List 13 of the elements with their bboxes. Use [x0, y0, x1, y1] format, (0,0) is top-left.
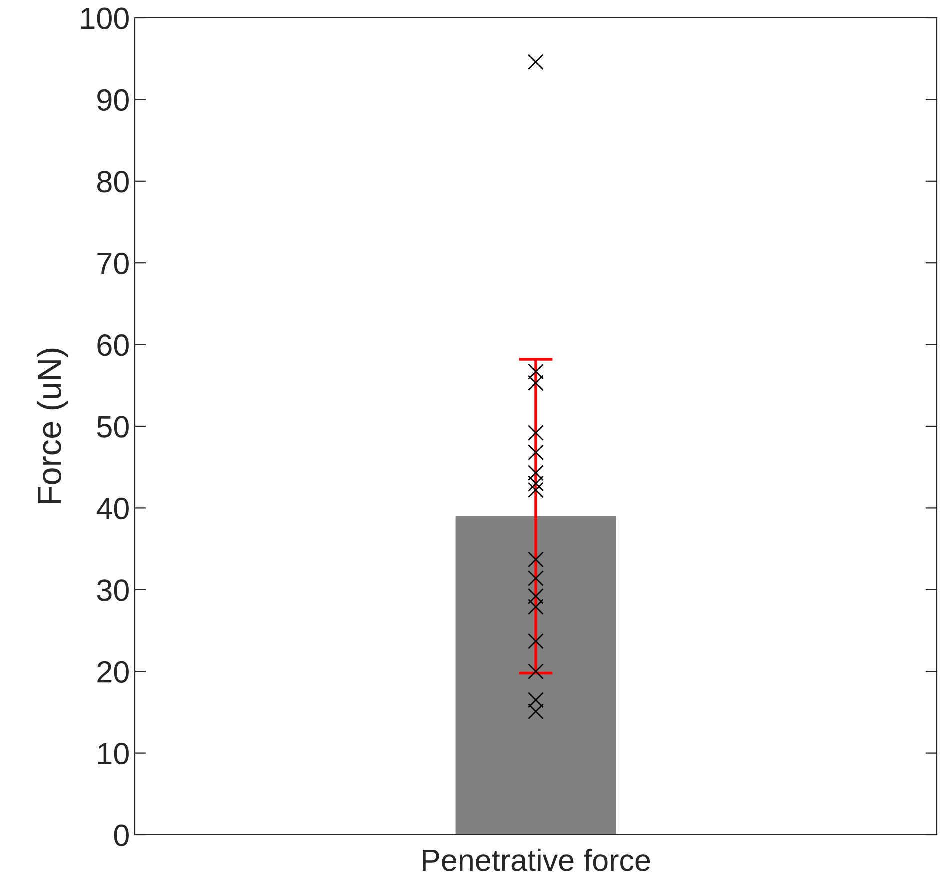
y-tick-label: 10 [98, 743, 129, 765]
y-tick-label: 20 [98, 661, 129, 683]
y-tick-label: 60 [98, 334, 129, 356]
x-tick-label: Penetrative force [423, 848, 650, 872]
y-tick-label: 70 [98, 252, 129, 274]
y-tick-label: 100 [81, 8, 129, 30]
y-tick-label: 90 [98, 89, 129, 112]
y-tick-label: 40 [96, 498, 129, 520]
y-tick-label: 80 [97, 171, 129, 193]
y-tick-label: 50 [97, 416, 129, 438]
y-axis-title: Force (uN) [36, 348, 68, 504]
y-tick-label: 30 [97, 580, 129, 602]
y-tick-label: 0 [114, 824, 129, 846]
